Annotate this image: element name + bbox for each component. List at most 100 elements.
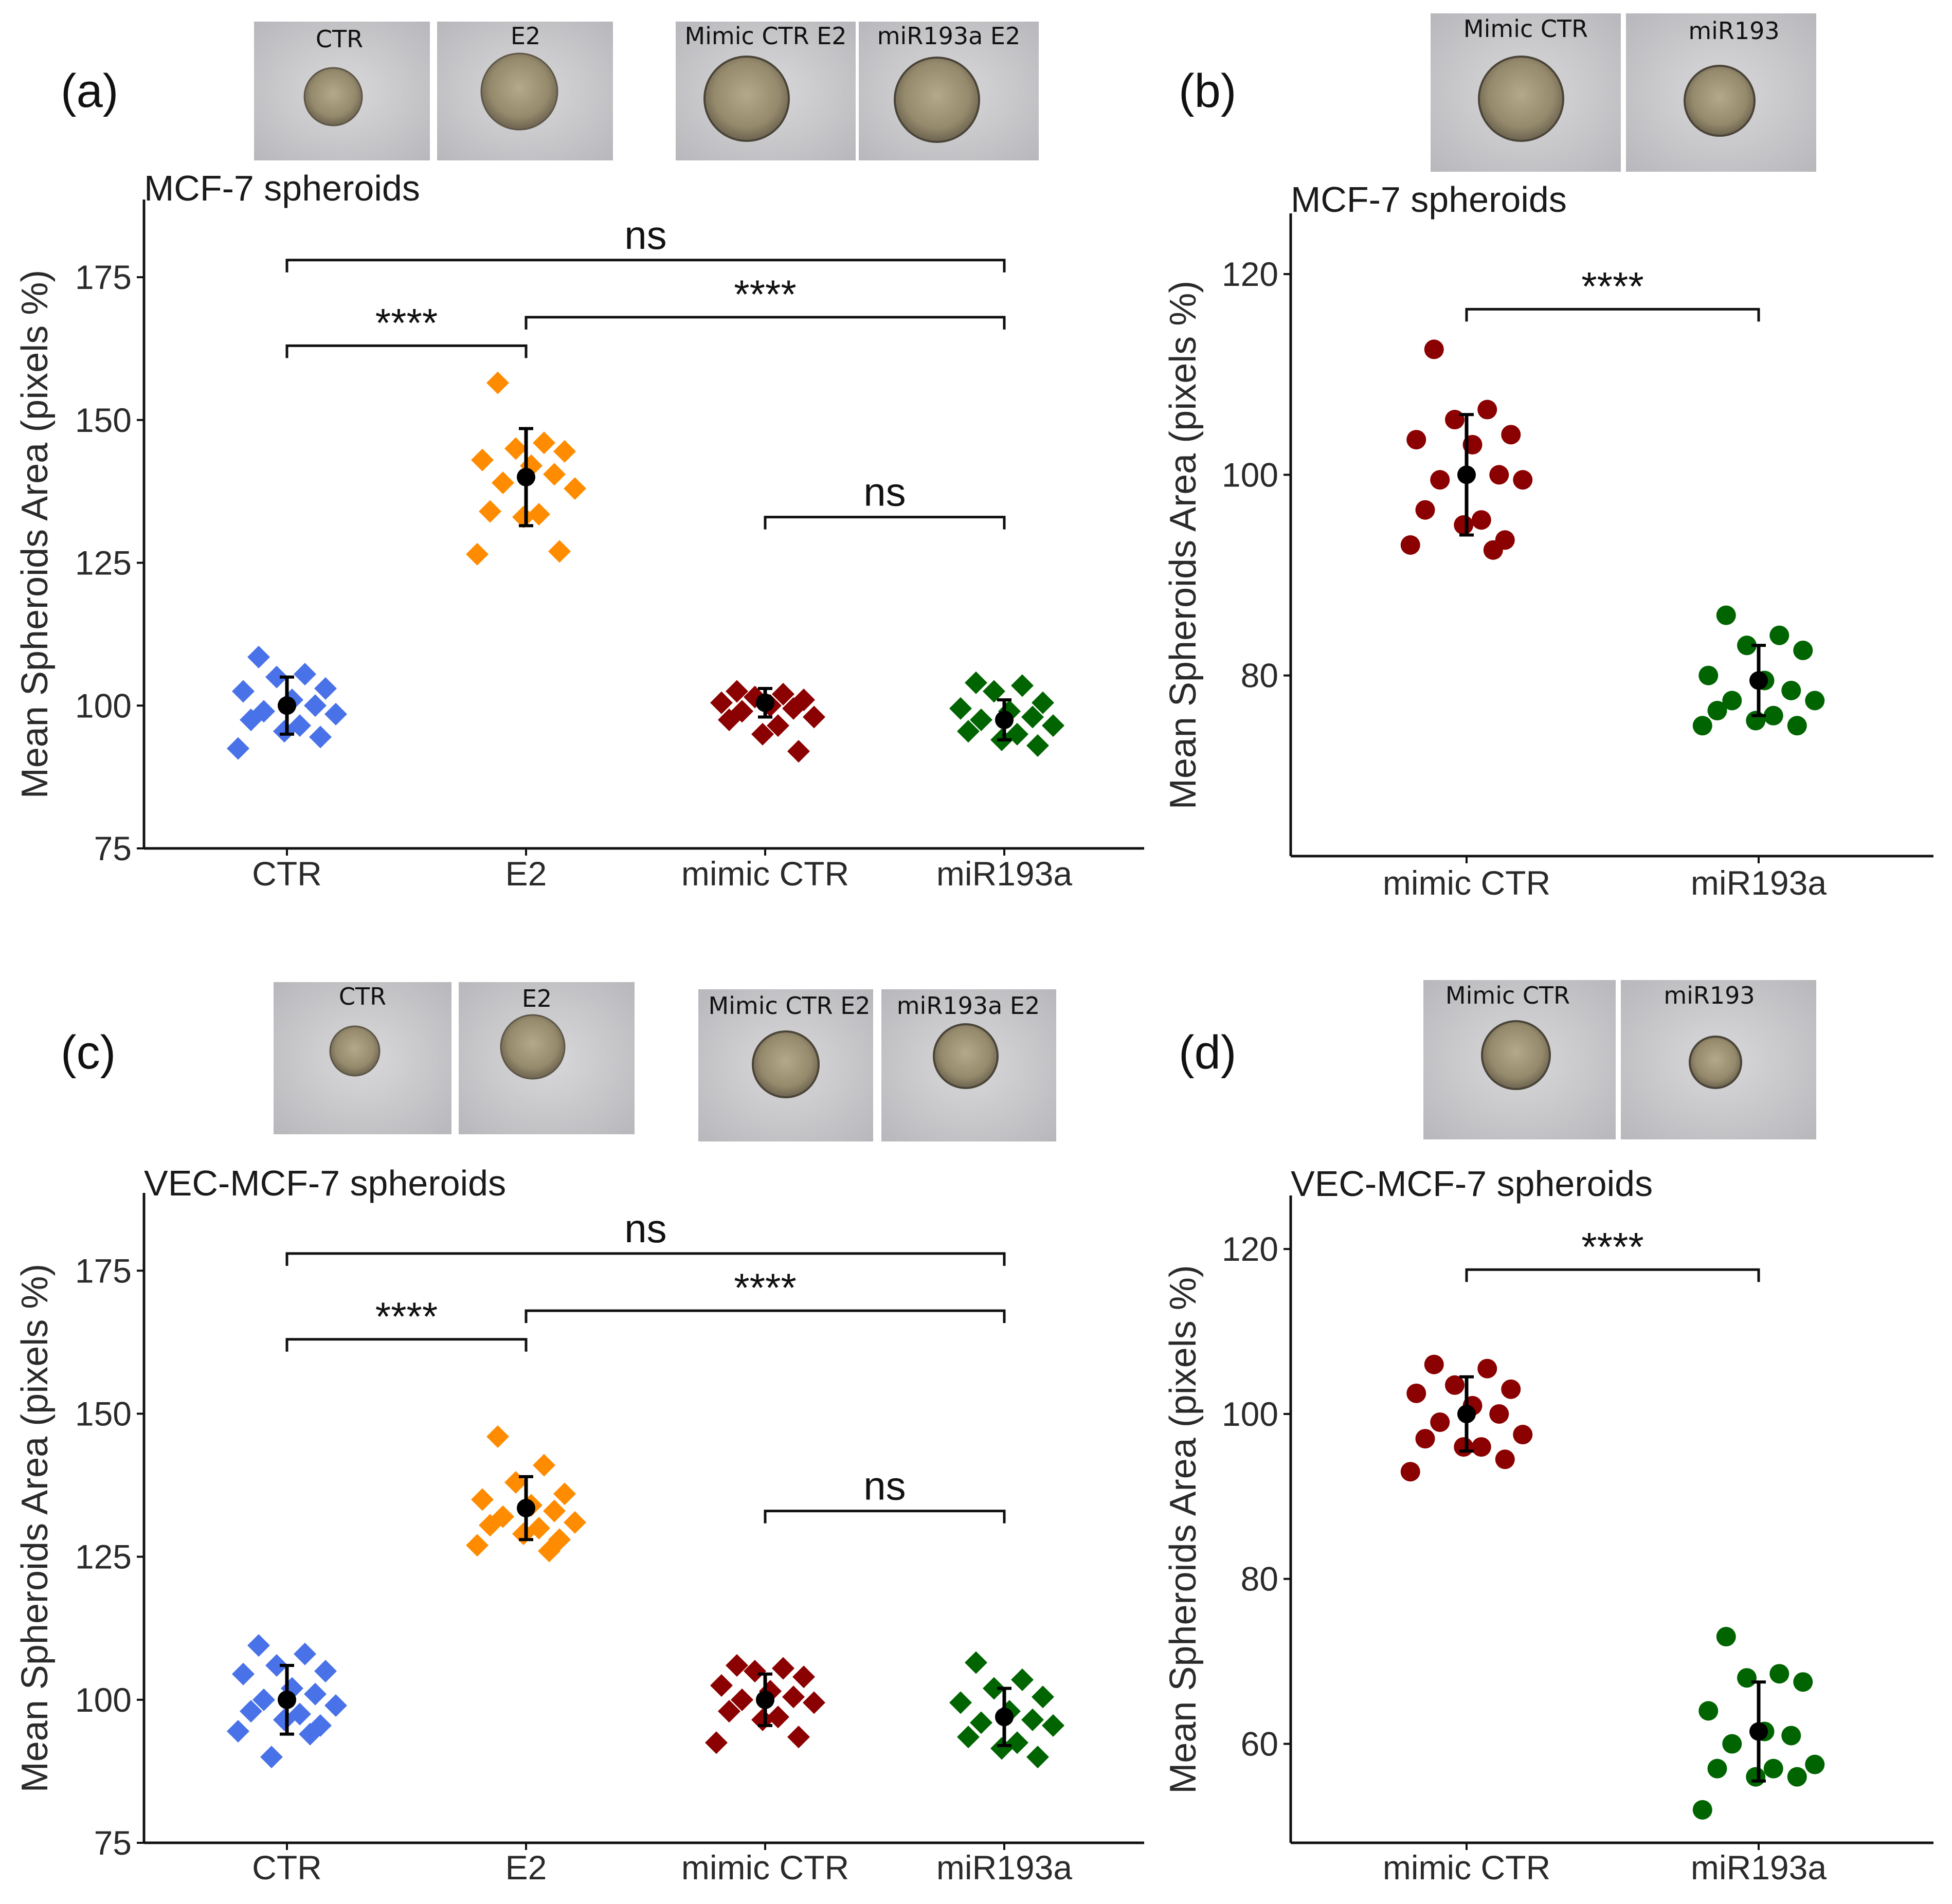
significance-label: ns [863, 469, 906, 515]
significance-bracket [285, 344, 528, 358]
data-point [528, 503, 550, 526]
data-point [1501, 1379, 1521, 1399]
data-point [1042, 1714, 1064, 1737]
data-point [486, 371, 509, 394]
data-point [792, 1665, 815, 1689]
data-point [1501, 425, 1521, 445]
data-point [533, 431, 555, 455]
x-tick-label: miR193a [1691, 1848, 1827, 1887]
mean-point [995, 711, 1014, 730]
x-tick-label: mimic CTR [681, 855, 849, 893]
y-tick-label: 80 [1241, 1560, 1278, 1598]
mean-point [756, 1690, 774, 1709]
data-point [1011, 1668, 1034, 1691]
data-point [1787, 1767, 1807, 1787]
y-tick-label: 175 [75, 1252, 132, 1290]
photo-label: Mimic CTR [1463, 15, 1588, 43]
x-tick-label: mimic CTR [681, 1848, 849, 1887]
data-point [787, 1726, 810, 1749]
data-point [1424, 339, 1444, 359]
mean-point [1457, 1404, 1476, 1423]
x-tick-label: mimic CTR [1383, 1848, 1550, 1887]
data-point [1026, 1746, 1049, 1769]
y-axis-label: Mean Spheroids Area (pixels %) [14, 270, 56, 799]
y-axis-label: Mean Spheroids Area (pixels %) [1163, 1265, 1204, 1794]
data-point [1707, 701, 1727, 721]
data-point [710, 1674, 733, 1697]
chart-title: VEC-MCF-7 spheroids [144, 1163, 506, 1203]
panel-letter-b: (b) [1179, 65, 1236, 117]
photo-label: Mimic CTR E2 [708, 992, 870, 1020]
data-point [718, 709, 740, 732]
chart-b: MCF-7 spheroids Mean Spheroids Area (pixe… [1163, 179, 1933, 902]
data-point [247, 1634, 270, 1657]
data-point [772, 1657, 794, 1680]
y-tick-label: 120 [1222, 1230, 1278, 1268]
data-point [782, 697, 805, 720]
y-tick-label: 75 [94, 829, 132, 867]
data-point [314, 1660, 337, 1683]
panel-letter-d: (d) [1179, 1026, 1236, 1079]
y-tick-label: 80 [1241, 657, 1278, 695]
data-point [957, 720, 980, 743]
data-point [504, 1471, 527, 1494]
data-point [1716, 605, 1736, 625]
data-point [564, 1511, 586, 1534]
data-point [1763, 705, 1783, 726]
data-point [1400, 535, 1420, 555]
significance-label: **** [375, 1294, 438, 1339]
y-tick-label: 125 [75, 1538, 132, 1576]
data-point [957, 1726, 980, 1749]
significance-bracket [1465, 307, 1760, 322]
data-point [1698, 665, 1719, 685]
photo-b-mir193: miR193 [1626, 13, 1816, 172]
chart-title: MCF-7 spheroids [144, 168, 420, 208]
data-point [1406, 1383, 1426, 1403]
data-point [252, 1688, 275, 1711]
data-point [294, 663, 316, 686]
data-point [803, 1691, 825, 1714]
photo-label: CTR [339, 983, 386, 1010]
y-tick-label: 150 [75, 1394, 132, 1432]
data-point [304, 1682, 327, 1706]
data-point [1495, 1449, 1515, 1470]
data-point [1430, 470, 1450, 490]
data-point [1483, 540, 1503, 560]
data-point [1445, 410, 1465, 430]
data-point [965, 1651, 987, 1674]
data-point [1805, 1754, 1825, 1774]
x-tick-label: miR193a [1691, 864, 1827, 902]
data-point [533, 1454, 555, 1477]
data-point [983, 680, 1005, 703]
data-point [751, 722, 774, 746]
data-point [471, 448, 494, 472]
y-tick-label: 100 [75, 686, 132, 724]
data-point [1692, 716, 1712, 736]
y-tick-label: 100 [75, 1681, 132, 1719]
data-point [767, 1706, 789, 1729]
significance-label: ns [624, 212, 666, 258]
data-point [227, 737, 249, 760]
data-point [1692, 1800, 1712, 1820]
mean-point [756, 693, 774, 712]
data-point [1011, 674, 1034, 697]
data-point [718, 1700, 740, 1723]
data-point [1489, 465, 1509, 485]
data-point [1021, 705, 1044, 729]
data-point [1471, 1437, 1491, 1457]
data-point [564, 477, 586, 500]
significance-bracket [764, 516, 1006, 530]
y-tick-label: 175 [75, 258, 132, 296]
x-tick-label: mimic CTR [1383, 864, 1550, 902]
data-point [744, 1660, 766, 1683]
data-point [538, 1539, 561, 1563]
data-point [970, 709, 992, 732]
data-point [1722, 691, 1742, 711]
data-point [1415, 500, 1435, 520]
data-point [731, 1688, 753, 1711]
data-point [273, 1708, 296, 1731]
data-point [970, 1711, 992, 1734]
data-point [1769, 625, 1790, 645]
data-point [983, 1677, 1005, 1700]
